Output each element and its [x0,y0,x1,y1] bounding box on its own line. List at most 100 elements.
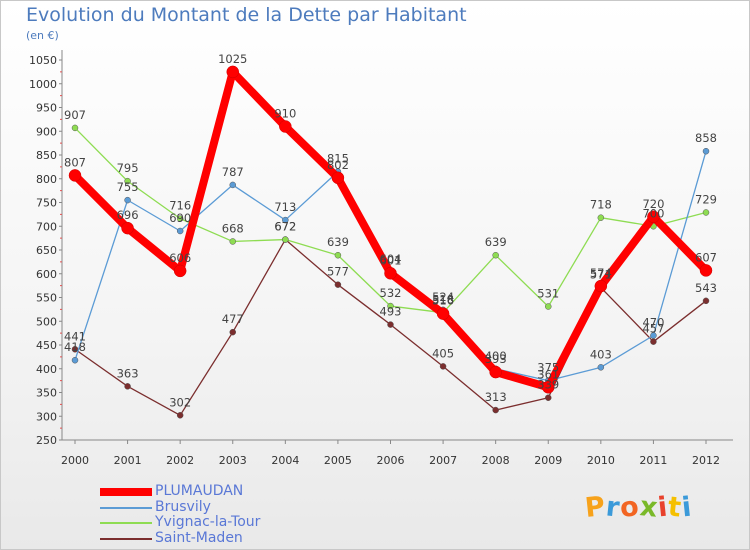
data-label: 672 [274,220,296,234]
data-label: 1025 [218,52,247,66]
data-point [702,147,710,155]
x-tick-label: 2004 [271,454,299,467]
data-point [334,281,342,288]
data-label: 858 [695,131,717,145]
y-tick-label: 450 [36,339,57,352]
y-tick-label: 650 [36,244,57,257]
data-point [702,209,710,216]
series-line-plumaudan [71,67,710,392]
data-label: 607 [695,250,717,264]
data-point [176,215,184,222]
data-point [334,251,342,259]
data-point [387,321,394,328]
x-tick-label: 2010 [587,454,615,467]
y-tick-label: 950 [36,102,57,115]
data-point [282,216,289,224]
y-tick-label: 1050 [29,54,57,67]
data-point [68,169,82,182]
data-label: 405 [432,346,454,360]
x-tick-label: 2003 [219,454,247,467]
legend-swatch [100,488,152,496]
data-label: 729 [695,192,717,206]
x-tick-label: 2012 [692,454,720,467]
x-tick-label: 2008 [482,454,510,467]
data-point [647,210,660,223]
data-label: 516 [432,294,454,308]
data-label: 361 [537,367,559,381]
data-label: 574 [590,266,612,280]
data-label: 639 [485,235,507,249]
x-tick-label: 2000 [61,454,89,467]
data-label: 403 [590,347,612,361]
legend-swatch [100,537,152,540]
y-tick-label: 850 [36,149,57,162]
x-tick-label: 2001 [114,454,142,467]
data-label: 477 [222,312,244,326]
data-label: 668 [222,221,244,235]
y-tick-label: 550 [36,292,57,305]
y-tick-label: 1000 [29,78,57,91]
data-label: 470 [642,316,664,330]
legend-label: Saint-Maden [155,529,243,546]
data-label: 795 [117,161,139,175]
data-point [545,303,552,310]
x-tick-label: 2011 [639,454,667,467]
y-tick-label: 750 [36,197,57,210]
data-label: 639 [327,235,349,249]
data-label: 696 [117,208,139,222]
data-label: 690 [169,211,191,225]
data-point [597,214,605,221]
data-point [439,363,447,370]
x-tick-label: 2007 [429,454,457,467]
data-label: 375 [537,361,559,375]
data-point [176,412,184,419]
data-point [71,124,79,132]
x-tick-label: 2002 [166,454,194,467]
data-point [331,171,345,185]
data-point [121,221,134,235]
data-label: 907 [64,108,86,122]
data-point [173,264,187,278]
data-label: 802 [327,158,349,172]
data-point [702,297,710,305]
data-point [387,302,394,310]
data-point [594,279,608,293]
data-label: 393 [485,352,507,366]
data-point [436,307,450,320]
data-point [229,181,236,189]
proxiti-logo: Proxiti [583,491,694,524]
data-label: 604 [380,252,402,266]
y-tick-label: 350 [36,387,57,400]
y-tick-label: 500 [36,315,57,328]
data-point [229,328,236,336]
x-tick-label: 2006 [377,454,405,467]
data-point [489,365,502,379]
data-label: 720 [642,197,664,211]
y-tick-label: 700 [36,220,57,233]
y-tick-label: 800 [36,173,57,186]
data-label: 807 [64,155,86,169]
data-point [650,332,657,339]
data-point [226,65,239,79]
x-tick-label: 2005 [324,454,352,467]
y-tick-label: 300 [36,410,57,423]
legend-label: PLUMAUDAN [155,483,244,499]
data-point [279,120,292,133]
data-point [124,383,131,390]
data-point [229,238,236,245]
data-label: 606 [169,251,191,265]
data-label: 713 [274,200,296,214]
data-label: 787 [222,165,244,179]
data-label: 718 [590,198,612,212]
data-label: 532 [380,286,402,300]
data-label: 571 [590,268,612,282]
y-tick-label: 900 [36,125,57,138]
chart-title: Evolution du Montant de la Dette par Hab… [26,4,467,26]
data-label: 493 [380,305,402,319]
data-label: 910 [274,107,296,121]
y-tick-label: 400 [36,363,57,376]
data-label: 601 [380,253,402,267]
data-point [492,406,499,414]
data-label: 700 [642,206,664,220]
